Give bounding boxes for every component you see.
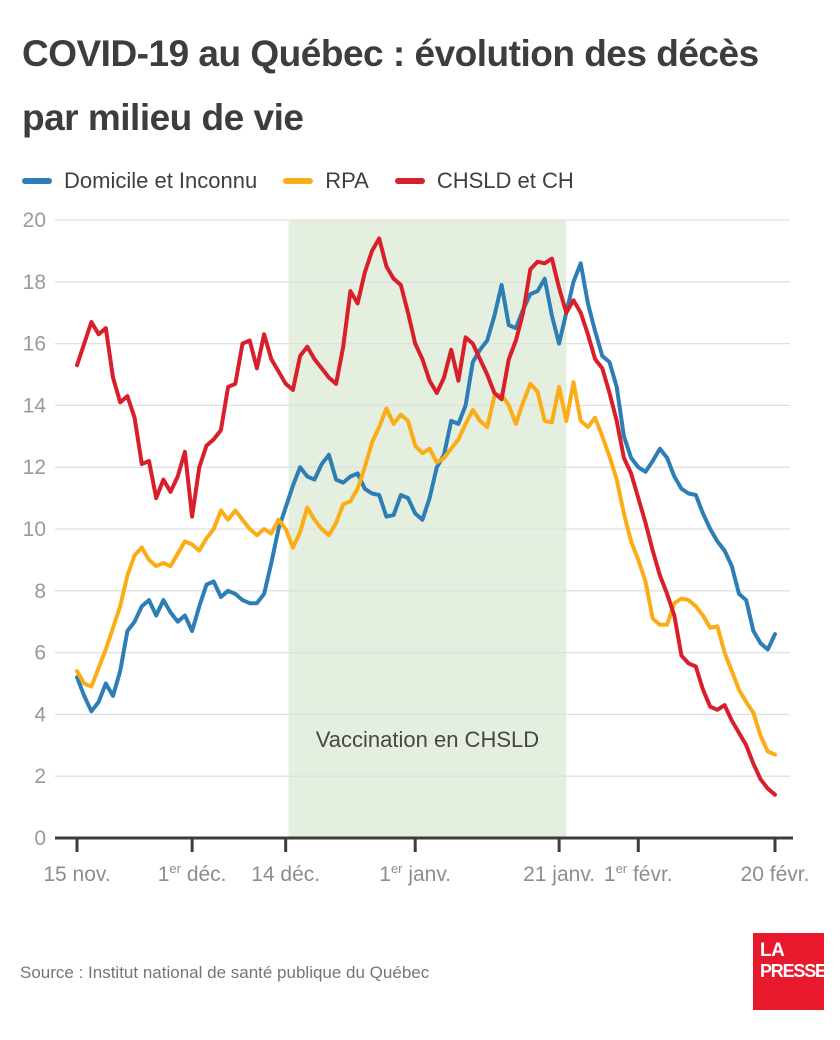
legend-swatch-yellow-icon [283,178,314,184]
legend-item-rpa: RPA [283,168,369,194]
x-axis-label: 1er déc. [158,861,227,886]
x-axis-label: 21 janv. [523,863,595,886]
legend-label: RPA [325,168,369,193]
logo-line2: PRESSE [760,960,827,981]
legend-label: Domicile et Inconnu [64,168,258,193]
series-line-chsld-et-ch [75,236,777,797]
y-axis-label: 10 [23,518,46,541]
series-line-rpa [75,380,777,757]
legend-item-domicile-et-inconnu: Domicile et Inconnu [22,168,257,194]
y-axis-label: 0 [34,827,46,850]
y-axis-label: 14 [23,394,47,417]
y-axis-label: 8 [34,580,46,603]
legend-item-chsld-et-ch: CHSLD et CH [394,168,574,194]
x-axis-label: 15 nov. [43,863,110,886]
page-title-line2: par milieu de vie [22,97,304,138]
legend-label: CHSLD et CH [436,168,574,193]
y-axis-label: 16 [23,333,46,356]
series-line-domicile-et-inconnu [75,261,777,714]
x-axis-label: 14 déc. [251,863,320,886]
source-text: Source : Institut national de santé publ… [20,963,430,982]
page-title: COVID-19 au Québec : évolution des décès… [22,22,822,150]
la-presse-logo: LA PRESSE [753,933,827,1010]
x-axis-label: 1er janv. [379,861,451,886]
page-title-line1: COVID-19 au Québec : évolution des décès [22,33,759,74]
legend-swatch-red-icon [394,178,425,184]
y-axis-label: 18 [23,271,46,294]
x-axis-label: 1er févr. [604,861,673,886]
y-axis-label: 2 [34,765,46,788]
vaccination-band-label: Vaccination en CHSLD [316,727,539,752]
chart-legend: Domicile et Inconnu RPA CHSLD et CH [22,168,574,194]
logo-line1: LA [760,940,785,961]
x-axis-label: 20 févr. [741,863,810,886]
y-axis-label: 4 [34,703,46,726]
legend-swatch-blue-icon [22,178,52,184]
y-axis-label: 20 [23,209,46,232]
y-axis-label: 6 [34,642,46,665]
y-axis-label: 12 [23,456,46,479]
